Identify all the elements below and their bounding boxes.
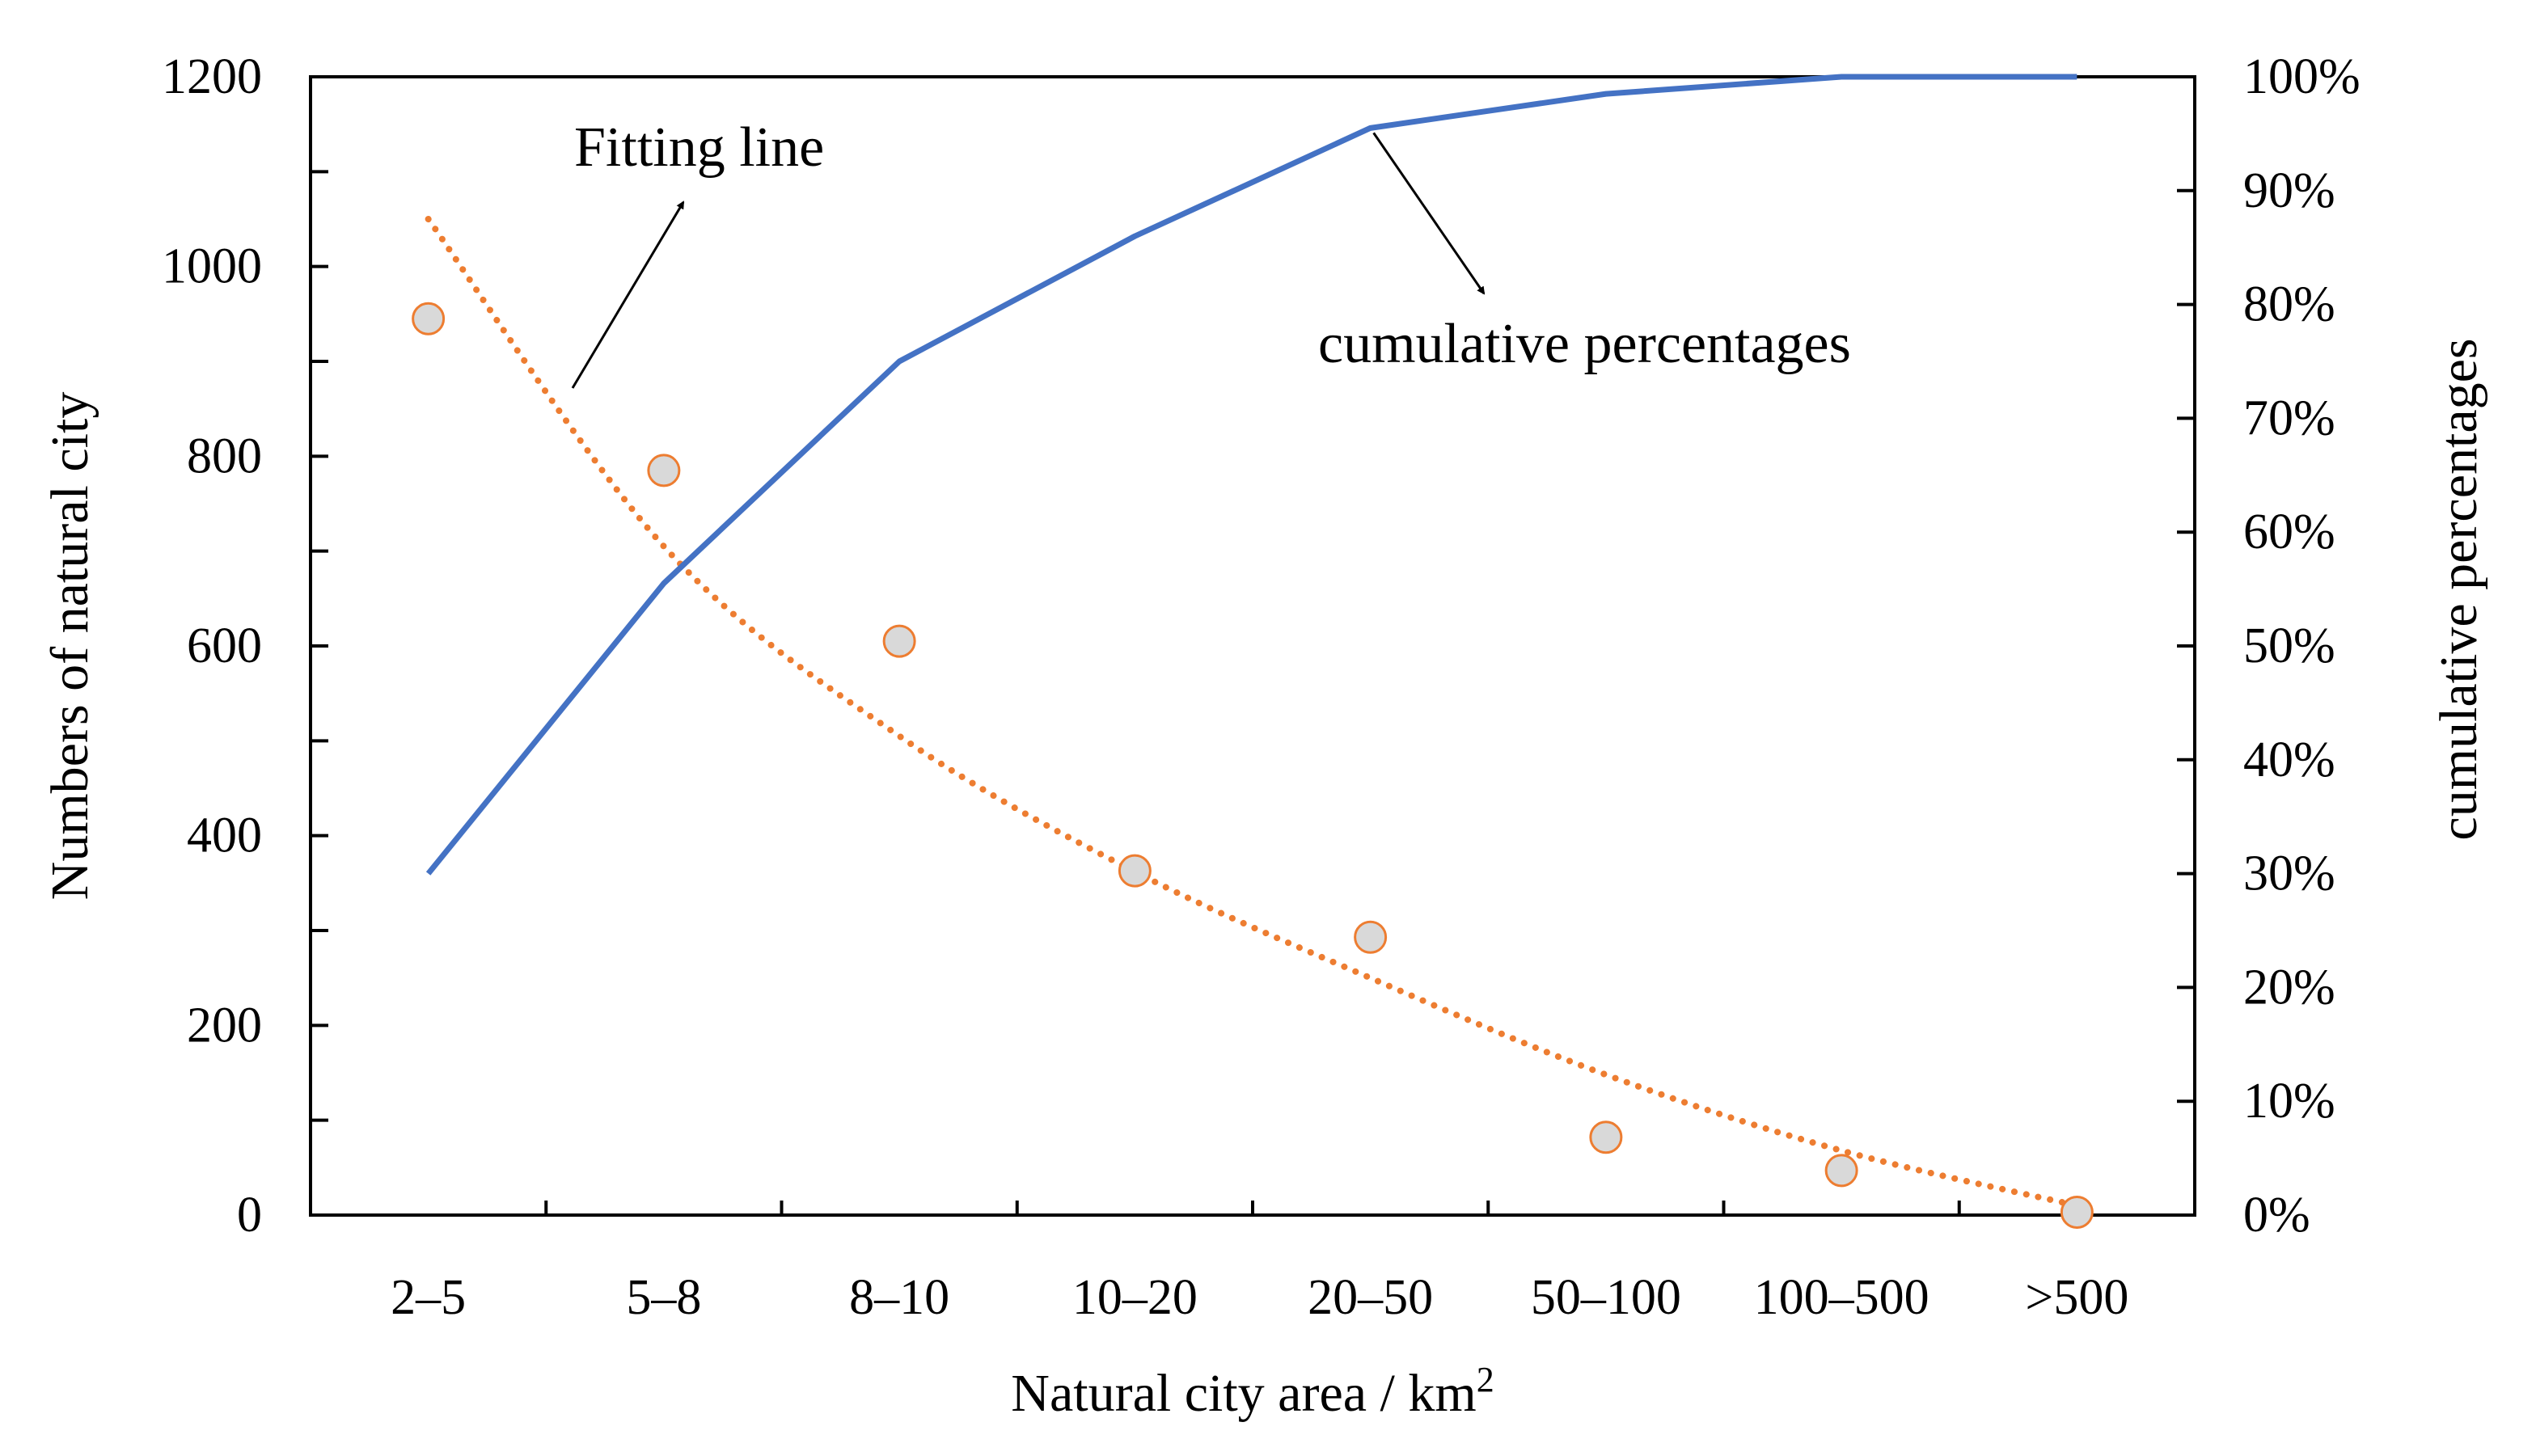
x-tick-label: 2–5 [391, 1270, 466, 1325]
x-tick-label: 5–8 [626, 1270, 701, 1325]
fitting-line [425, 216, 2081, 1209]
left-y-tick-label: 0 [237, 1188, 262, 1243]
scatter-point [647, 454, 681, 487]
x-axis-title: Natural city area / km2 [1011, 1360, 1494, 1423]
x-axis-tick-labels: 2–5 5–8 8–10 10–20 20–50 50–100 100–500 >500 [391, 1270, 2128, 1325]
left-y-axis-tick-labels: 0 200 400 600 800 1000 1200 [162, 49, 262, 1243]
x-axis-title-superscript: 2 [1477, 1360, 1494, 1399]
annotation-fitting-line-arrow [571, 200, 685, 389]
left-y-tick-label: 400 [187, 808, 262, 863]
scatter-point [1118, 854, 1152, 888]
right-y-tick-label: 0% [2243, 1188, 2310, 1243]
right-y-tick-label: 10% [2243, 1074, 2335, 1129]
right-y-tick-label: 60% [2243, 504, 2335, 559]
left-y-axis-ticks [311, 75, 328, 1217]
right-y-tick-label: 70% [2243, 390, 2335, 445]
left-y-axis-title: Numbers of natural city [40, 392, 99, 901]
right-y-tick-label: 50% [2243, 618, 2335, 673]
annotation-cumulative-percentages: cumulative percentages [1318, 313, 1851, 375]
scatter-point [1589, 1120, 1623, 1154]
right-y-tick-label: 90% [2243, 163, 2335, 218]
right-y-tick-label: 20% [2243, 960, 2335, 1015]
scatter-point [1824, 1154, 1858, 1188]
scatter-point [2060, 1195, 2094, 1229]
x-tick-label: 10–20 [1072, 1270, 1198, 1325]
scatter-point [412, 302, 446, 336]
right-y-tick-label: 30% [2243, 846, 2335, 901]
right-y-axis-tick-labels: 0% 10% 20% 30% 40% 50% 60% 70% 80% 90% 100% [2243, 49, 2361, 1243]
x-axis-ticks [544, 1201, 1961, 1215]
cumulative-percentage-line [425, 74, 2077, 876]
x-axis-title-text: Natural city area / km [1011, 1364, 1476, 1423]
left-y-tick-label: 800 [187, 428, 262, 483]
plot-area-frame [309, 75, 2196, 1217]
right-y-axis-title: cumulative percentages [2429, 338, 2488, 840]
x-tick-label: 20–50 [1308, 1270, 1433, 1325]
left-y-tick-label: 1000 [162, 239, 262, 294]
x-tick-label: 50–100 [1531, 1270, 1681, 1325]
scatter-point [882, 624, 916, 658]
right-y-tick-label: 80% [2243, 277, 2335, 332]
x-tick-label: 8–10 [849, 1270, 949, 1325]
annotation-cumulative-percentages-arrow [1372, 132, 1486, 295]
x-tick-label: 100–500 [1754, 1270, 1929, 1325]
scatter-point [1354, 920, 1388, 954]
series-layer [412, 74, 2094, 1229]
right-y-tick-label: 40% [2243, 732, 2335, 787]
right-y-axis-ticks [2177, 75, 2195, 1217]
left-y-tick-label: 1200 [162, 49, 262, 104]
left-y-tick-label: 600 [187, 618, 262, 673]
annotation-fitting-line: Fitting line [574, 116, 824, 179]
x-tick-label: >500 [2025, 1270, 2128, 1325]
right-y-tick-label: 100% [2243, 49, 2361, 104]
left-y-tick-label: 200 [187, 998, 262, 1053]
